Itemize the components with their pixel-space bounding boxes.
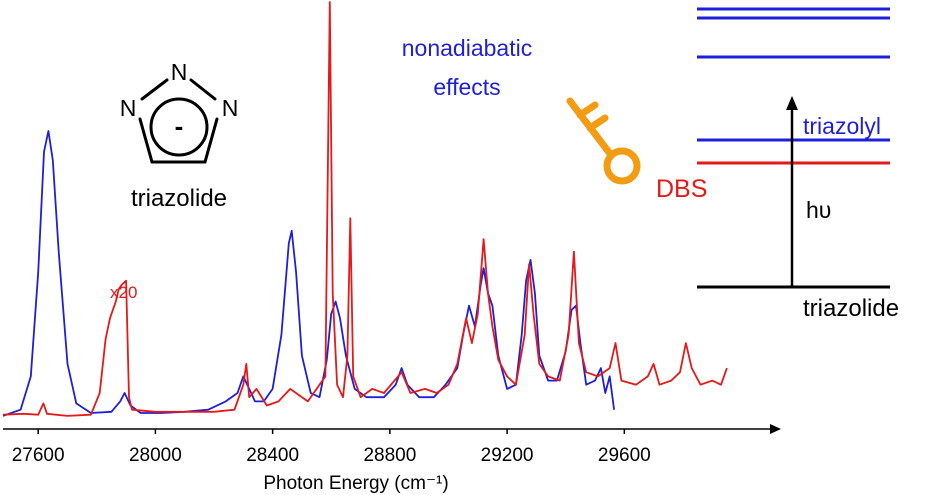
x-axis: 27600 28000 28400 28800 29200 29600 Photon En…: [3, 424, 781, 494]
x-axis-arrowhead: [770, 424, 781, 434]
series-line-red: [2, 1, 728, 417]
x20-annotation: x20: [110, 283, 137, 302]
label-triazolide-ground: triazolide: [803, 295, 899, 322]
spectra-plot: [2, 1, 728, 417]
energy-level-diagram: triazolyl DBS hυ triazolide: [656, 7, 899, 322]
x-tick-label: 27600: [12, 445, 65, 466]
label-triazolyl: triazolyl: [803, 113, 881, 139]
molecule-name: triazolide: [131, 185, 227, 212]
atom-n-left: N: [120, 95, 137, 121]
label-hv: hυ: [806, 197, 831, 223]
series-line-blue: [2, 130, 615, 417]
x-tick-label: 28400: [246, 445, 299, 466]
x-tick-label: 28800: [363, 445, 416, 466]
x-tick-label: 28000: [129, 445, 182, 466]
ring-bonds: [138, 78, 219, 164]
excitation-arrowhead: [786, 96, 798, 110]
atom-n-top: N: [171, 59, 188, 85]
nonadiabatic-label: nonadiabatic: [402, 35, 532, 61]
x-tick-label: 29200: [481, 445, 534, 466]
aromatic-ring-circle: [149, 97, 209, 157]
x-axis-label: Photon Energy (cm⁻¹): [263, 473, 448, 494]
negative-charge: -: [175, 111, 184, 141]
label-dbs: DBS: [656, 175, 707, 203]
mechanism-annotation: nonadiabatic effects: [402, 35, 641, 185]
key-icon: [566, 97, 641, 185]
effects-label: effects: [433, 74, 500, 100]
x-tick-label: 29600: [598, 445, 651, 466]
atom-n-right: N: [222, 95, 239, 121]
x-axis-ticks: 27600 28000 28400 28800 29200 29600: [12, 429, 651, 466]
triazolide-molecule: N N N - triazolide: [120, 59, 239, 212]
